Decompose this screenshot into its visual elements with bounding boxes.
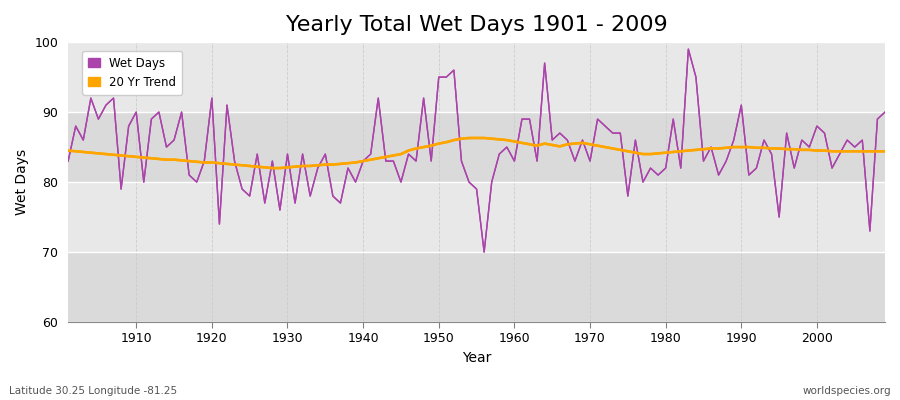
20 Yr Trend	[517, 140, 527, 145]
Wet Days	[509, 159, 520, 164]
Wet Days	[335, 201, 346, 206]
20 Yr Trend	[464, 136, 474, 140]
Wet Days	[608, 131, 618, 136]
Y-axis label: Wet Days: Wet Days	[15, 149, 29, 215]
20 Yr Trend	[267, 166, 278, 170]
Wet Days	[879, 110, 890, 114]
Wet Days	[123, 124, 134, 128]
Text: worldspecies.org: worldspecies.org	[803, 386, 891, 396]
20 Yr Trend	[123, 154, 134, 158]
Wet Days	[479, 250, 490, 254]
20 Yr Trend	[63, 148, 74, 153]
Bar	[68, 112, 885, 182]
Bar	[68, 252, 885, 322]
Text: Latitude 30.25 Longitude -81.25: Latitude 30.25 Longitude -81.25	[9, 386, 177, 396]
Line: 20 Yr Trend: 20 Yr Trend	[68, 138, 885, 168]
Bar	[68, 182, 885, 252]
Bar	[68, 42, 885, 112]
20 Yr Trend	[879, 149, 890, 154]
Wet Days	[517, 117, 527, 122]
20 Yr Trend	[343, 161, 354, 166]
Wet Days	[683, 47, 694, 52]
Wet Days	[290, 201, 301, 206]
Line: Wet Days: Wet Days	[68, 49, 885, 252]
Legend: Wet Days, 20 Yr Trend: Wet Days, 20 Yr Trend	[82, 51, 183, 94]
Title: Yearly Total Wet Days 1901 - 2009: Yearly Total Wet Days 1901 - 2009	[285, 15, 668, 35]
20 Yr Trend	[297, 164, 308, 168]
X-axis label: Year: Year	[462, 351, 491, 365]
20 Yr Trend	[524, 142, 535, 147]
Wet Days	[63, 159, 74, 164]
20 Yr Trend	[615, 148, 626, 152]
